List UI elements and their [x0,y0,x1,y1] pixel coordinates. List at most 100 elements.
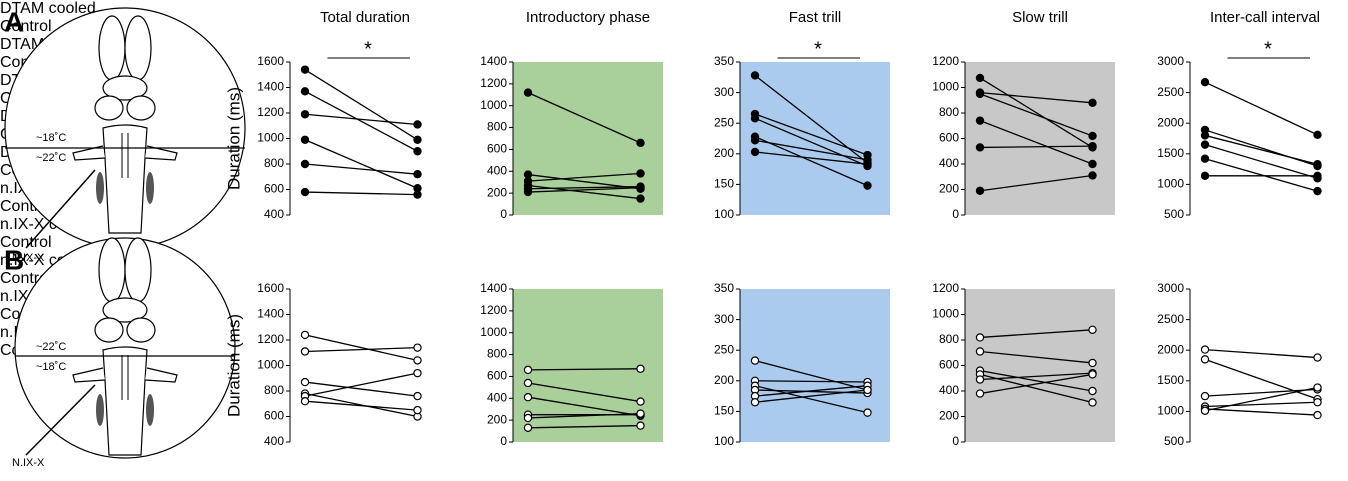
data-point [1313,160,1322,169]
data-point [300,110,310,119]
data-point [975,73,985,83]
data-point [750,356,760,365]
pair-line [304,381,418,397]
y-tick-label: 350 [714,281,734,295]
data-point [863,385,872,395]
data-point [413,368,422,378]
data-point [1088,358,1097,368]
y-tick-label: 1200 [257,332,284,346]
pair-line [1204,388,1318,397]
y-tick-label: 400 [939,383,959,397]
y-tick-label: 1400 [480,281,507,295]
pair-line [304,163,418,175]
pair-line [979,174,1093,192]
y-tick-label: 400 [264,207,284,221]
y-tick-label: 1600 [257,281,284,295]
y-tick-label: 200 [487,185,507,199]
y-tick-label: 600 [264,182,284,196]
pair-line [754,151,868,165]
data-point [300,377,310,387]
data-point [1200,154,1210,163]
diagram-b: B ~22˚C ~18˚C N.IX-X [4,237,236,469]
y-tick-label: 200 [939,182,959,196]
data-point [300,347,310,356]
y-tick-label: 0 [952,207,959,221]
pair-line [1204,386,1318,412]
y-tick-label: 200 [939,409,959,423]
data-point [1313,383,1322,392]
y-tick-label: 200 [714,146,734,160]
significance-mark: * [1264,38,1272,60]
data-point [523,378,533,388]
temp-label: ~18˚C [36,132,66,144]
data-point [1088,141,1097,151]
data-point [523,365,533,375]
y-tick-label: 800 [939,332,959,346]
data-point [1200,355,1210,364]
data-point [300,135,310,144]
y-tick-label: 100 [714,434,734,448]
x-tick-label: DTAM cooled [0,0,96,17]
chart-title: Introductory phase [526,9,650,26]
data-point [413,343,422,352]
temp-label: ~22˚C [36,341,66,353]
pair-line [754,385,868,397]
data-point [1313,130,1322,140]
data-point [413,190,422,199]
data-point [636,194,645,203]
data-point [975,389,985,398]
pair-line [527,412,641,419]
data-point [636,397,645,406]
plot-background [740,289,890,442]
data-point [863,160,872,169]
y-tick-label: 250 [714,115,734,129]
plot-background [740,62,890,215]
pair-line [1204,348,1318,359]
data-point [636,183,645,192]
y-tick-label: 600 [939,358,959,372]
y-tick-label: 1200 [932,54,959,68]
y-tick-label: 1000 [257,358,284,372]
data-point [300,397,310,406]
pair-line [527,396,641,417]
data-point [523,423,533,432]
chart-title: Inter-call interval [1210,9,1320,26]
pair-line [304,334,418,362]
chart-title: Total duration [320,9,410,26]
data-point [1200,171,1210,181]
data-point [1088,159,1097,169]
data-point [413,405,422,415]
data-point [975,375,985,384]
y-tick-label: 3000 [1157,54,1184,68]
y-tick-label: 1000 [1157,177,1184,191]
y-tick-label: 1200 [932,281,959,295]
y-tick-label: 800 [939,105,959,119]
y-tick-label: 1600 [257,54,284,68]
pair-line [527,172,641,182]
y-tick-label: 2500 [1157,312,1184,326]
y-tick-label: 600 [264,409,284,423]
data-point [1088,370,1097,379]
data-point [413,391,422,401]
pair-line [979,350,1093,364]
pair-line [754,359,868,391]
pair-line [1204,158,1318,192]
y-tick-label: 200 [714,373,734,387]
data-point [1200,345,1210,354]
data-point [1313,353,1322,362]
data-point [300,65,310,74]
pair-line [527,185,641,190]
panel-label: B [4,244,24,275]
y-tick-label: 300 [714,85,734,99]
pair-line [304,347,418,353]
y-tick-label: 800 [264,383,284,397]
data-point [636,364,645,373]
data-point [523,413,533,423]
y-tick-label: 0 [500,434,507,448]
data-point [863,408,872,417]
data-point [636,169,645,178]
y-tick-label: 1400 [257,307,284,321]
pair-line [754,139,868,161]
y-tick-label: 400 [264,434,284,448]
pair-line [754,380,868,383]
